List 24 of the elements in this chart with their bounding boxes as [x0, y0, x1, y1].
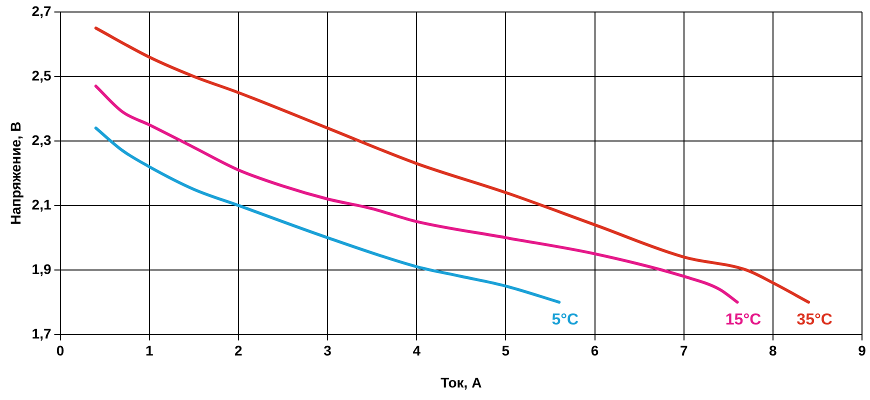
x-tick-label: 0 — [56, 342, 64, 359]
x-tick-label: 8 — [769, 342, 778, 359]
x-tick-label: 2 — [234, 342, 243, 359]
series-label: 15°C — [725, 312, 762, 329]
y-tick-label: 1,9 — [32, 260, 52, 277]
y-tick-label: 2,3 — [32, 132, 52, 148]
series-label: 35°C — [796, 312, 833, 329]
x-tick-label: 5 — [502, 342, 510, 359]
x-tick-label: 9 — [858, 342, 866, 359]
y-tick-label: 2,1 — [32, 196, 52, 212]
x-tick-label: 4 — [412, 342, 421, 359]
x-tick-label: 6 — [590, 342, 599, 359]
y-axis-title: Напряжение, В — [7, 122, 24, 225]
x-axis-title: Ток, А — [440, 374, 482, 390]
x-tick-label: 1 — [145, 342, 154, 359]
x-tick-label: 3 — [324, 342, 332, 359]
series-label: 5°C — [552, 312, 579, 329]
line-series — [94, 84, 739, 304]
y-tick-label: 2,5 — [32, 67, 52, 84]
y-tick-label: 2,7 — [32, 2, 52, 19]
line-series — [94, 126, 561, 304]
x-tick-label: 7 — [680, 342, 688, 359]
y-tick-label: 1,7 — [32, 325, 52, 342]
line-series — [94, 26, 810, 304]
